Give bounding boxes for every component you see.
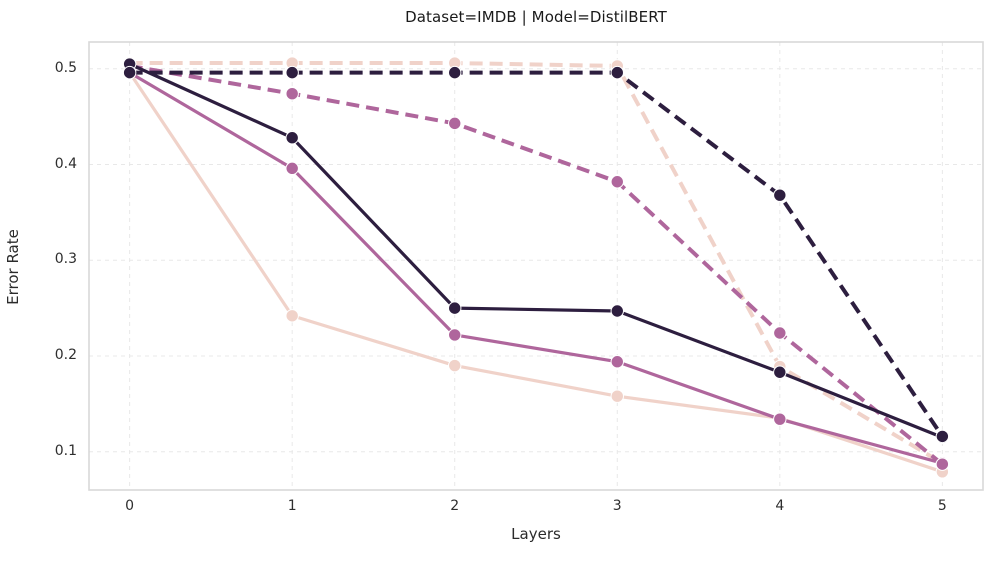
x-tick-label: 0 <box>125 498 135 514</box>
marker-dark-solid <box>448 301 462 315</box>
marker-mauve-solid <box>448 328 462 342</box>
marker-mauve-dashed <box>285 86 299 101</box>
marker-dark-solid <box>610 304 624 318</box>
series-line-mauve-dashed <box>129 63 944 466</box>
marker-dark-solid <box>285 131 299 145</box>
marker-dark-dashed <box>935 429 950 444</box>
marker-dark-dashed <box>773 188 787 202</box>
series-line-mauve-solid <box>128 71 943 465</box>
marker-mauve-solid <box>285 161 299 176</box>
chart-title: Dataset=IMDB | Model=DistilBERT <box>405 8 667 26</box>
marker-mauve-dashed <box>935 457 950 471</box>
y-tick-label: 0.2 <box>54 346 77 363</box>
x-tick-label: 4 <box>775 498 785 514</box>
marker-mauve-dashed <box>448 116 462 131</box>
y-tick-label: 0.3 <box>54 251 77 268</box>
marker-dark-solid <box>773 365 787 379</box>
marker-mauve-dashed <box>773 326 787 340</box>
series-line-dark-solid <box>128 62 943 439</box>
marker-pale-solid <box>610 389 624 403</box>
y-tick-label: 0.5 <box>54 59 77 76</box>
marker-mauve-solid <box>773 412 787 426</box>
series-line-pale-solid <box>128 71 943 474</box>
marker-pale-solid <box>448 358 462 373</box>
marker-dark-dashed <box>448 65 462 80</box>
x-tick-label: 3 <box>612 498 622 514</box>
marker-mauve-solid <box>610 355 624 369</box>
series-line-pale-dashed <box>129 61 944 465</box>
y-tick-label: 0.1 <box>54 442 77 459</box>
marker-mauve-dashed <box>610 175 624 189</box>
marker-dark-dashed <box>285 65 299 80</box>
series-line-dark-dashed <box>129 70 945 438</box>
x-axis-label: Layers <box>511 525 561 543</box>
x-tick-label: 1 <box>287 498 297 514</box>
marker-pale-solid <box>285 309 299 323</box>
plot-border <box>88 41 984 491</box>
marker-dark-dashed <box>610 65 624 80</box>
marker-dark-dashed <box>122 65 137 80</box>
x-tick-label: 2 <box>450 498 460 514</box>
x-tick-label: 5 <box>937 498 947 514</box>
y-tick-label: 0.4 <box>54 155 77 172</box>
